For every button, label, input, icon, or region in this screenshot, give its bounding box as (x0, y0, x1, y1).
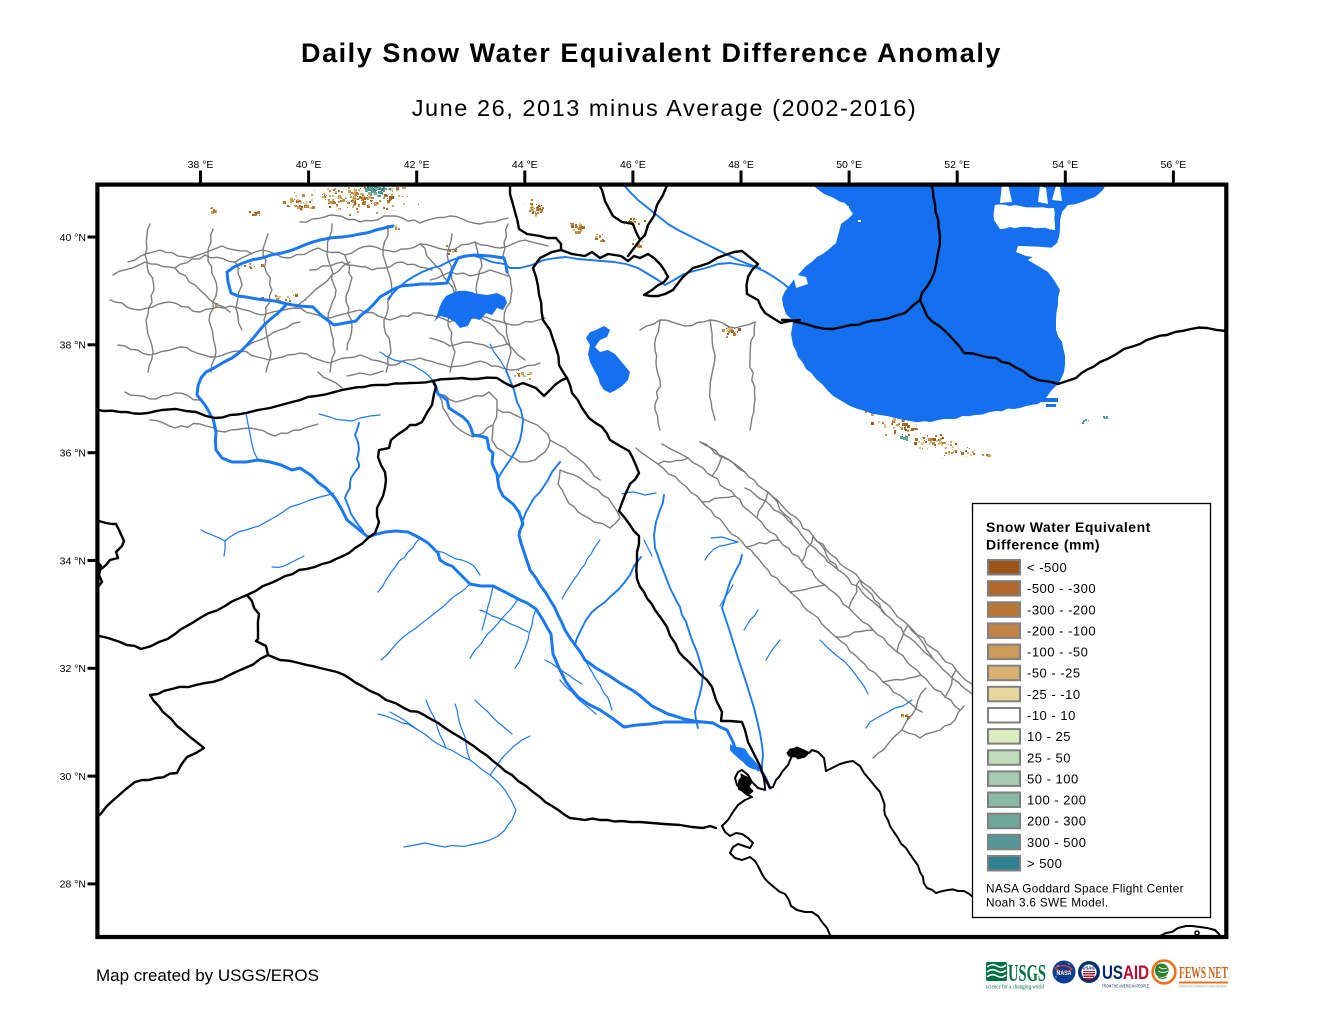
svg-text:science for a changing world: science for a changing world (986, 984, 1045, 991)
svg-text:FEWS NET: FEWS NET (1179, 963, 1228, 982)
svg-text:42 °E: 42 °E (404, 159, 430, 171)
svg-text:38 °N: 38 °N (60, 340, 86, 352)
svg-text:NASA Goddard Space Flight Cent: NASA Goddard Space Flight Center (986, 882, 1184, 896)
svg-text:10 - 25: 10 - 25 (1027, 729, 1071, 744)
svg-text:56 °E: 56 °E (1160, 159, 1186, 171)
svg-text:100 - 200: 100 - 200 (1027, 793, 1086, 808)
svg-text:48 °E: 48 °E (728, 159, 754, 171)
svg-text:-200 - -100: -200 - -100 (1027, 623, 1096, 638)
svg-text:USAID: USAID (1102, 963, 1149, 984)
svg-text:USAID: USAID (1082, 966, 1095, 971)
svg-text:USGS: USGS (1008, 961, 1046, 987)
svg-text:300 - 500: 300 - 500 (1027, 835, 1086, 850)
svg-text:52 °E: 52 °E (944, 159, 970, 171)
svg-text:50 - 100: 50 - 100 (1027, 771, 1079, 786)
svg-text:200 - 300: 200 - 300 (1027, 814, 1086, 829)
svg-text:50 °E: 50 °E (836, 159, 862, 171)
svg-text:28 °N: 28 °N (60, 879, 86, 891)
svg-text:NASA: NASA (1057, 970, 1072, 977)
svg-text:-25 - -10: -25 - -10 (1027, 687, 1081, 702)
svg-text:-50 - -25: -50 - -25 (1027, 666, 1081, 681)
svg-text:-100 - -50: -100 - -50 (1027, 645, 1088, 660)
svg-text:> 500: > 500 (1027, 856, 1062, 871)
svg-text:40 °N: 40 °N (60, 232, 86, 244)
svg-text:44 °E: 44 °E (512, 159, 538, 171)
svg-text:FAMINE EARLY WARNING SYSTEMS N: FAMINE EARLY WARNING SYSTEMS NETWORK (1179, 985, 1227, 989)
svg-text:46 °E: 46 °E (620, 159, 646, 171)
svg-text:54 °E: 54 °E (1052, 159, 1078, 171)
svg-text:< -500: < -500 (1027, 560, 1067, 575)
svg-text:FROM THE AMERICAN PEOPLE: FROM THE AMERICAN PEOPLE (1102, 984, 1149, 990)
svg-text:40 °E: 40 °E (296, 159, 322, 171)
svg-text:Noah 3.6 SWE Model.: Noah 3.6 SWE Model. (986, 896, 1108, 910)
svg-text:30 °N: 30 °N (60, 771, 86, 783)
svg-text:-500 - -300: -500 - -300 (1027, 581, 1096, 596)
svg-text:Difference (mm): Difference (mm) (986, 537, 1100, 553)
svg-text:38 °E: 38 °E (188, 159, 214, 171)
svg-text:Snow Water Equivalent: Snow Water Equivalent (986, 519, 1151, 535)
svg-text:25 - 50: 25 - 50 (1027, 750, 1071, 765)
svg-text:36 °N: 36 °N (60, 448, 86, 460)
svg-text:34 °N: 34 °N (60, 555, 86, 567)
svg-text:-10 - 10: -10 - 10 (1027, 708, 1076, 723)
svg-text:32 °N: 32 °N (60, 663, 86, 675)
svg-text:-300 - -200: -300 - -200 (1027, 602, 1096, 617)
